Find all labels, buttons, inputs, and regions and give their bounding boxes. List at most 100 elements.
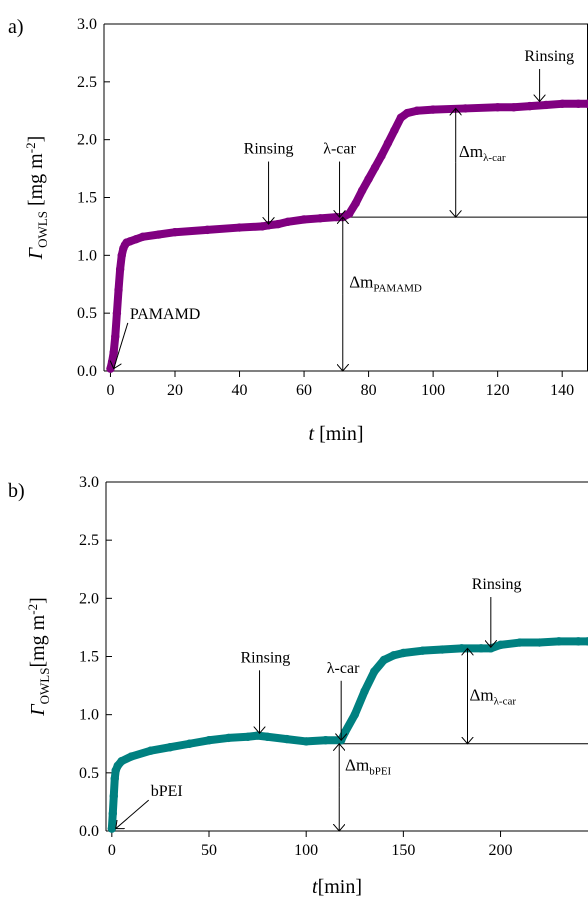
panel-b-xtick-label: 50 — [201, 842, 217, 859]
panel-b-data-point — [476, 644, 486, 653]
panel-a-data-point — [541, 100, 551, 110]
panel-a-data-point — [109, 348, 118, 357]
panel-a-data-point — [299, 215, 309, 224]
panel-a-xtick-label: 140 — [550, 382, 574, 399]
panel-a-ytick-label: 3.0 — [77, 16, 97, 33]
panel-b-data-point — [108, 809, 118, 818]
panel-a-annotation-label: λ-car — [323, 141, 356, 158]
panel-a-ytick-label: 1.5 — [77, 190, 97, 207]
panel-a-ytick-label: 2.5 — [77, 74, 97, 91]
panel-a-data-point — [115, 265, 125, 274]
panel-b-xtick-label: 0 — [108, 842, 116, 859]
panel-b-xtick-label: 150 — [391, 842, 415, 859]
panel-b-x-axis-label: t[min] — [312, 876, 362, 897]
panel-a-data-point — [583, 99, 588, 109]
panel-a-data-point — [138, 232, 147, 242]
panel-a-data-point — [315, 214, 325, 223]
panel-a-x-axis-label: t [min] — [309, 423, 364, 445]
panel-b-ytick-label: 3.0 — [79, 474, 99, 491]
panel-b-data-point — [185, 739, 194, 748]
panel-b-data-point — [360, 687, 369, 696]
panel-b-annotation-arrow — [116, 799, 150, 829]
panel-a-label: a) — [8, 16, 24, 38]
panel-a-data-point — [125, 237, 135, 246]
panel-b-delta-label: Δmλ-car — [469, 686, 516, 708]
panel-a-data-point — [461, 104, 470, 113]
panel-b-data-point — [253, 731, 262, 740]
panel-a-data-point — [203, 225, 212, 235]
panel-b-annotation-label: Rinsing — [472, 576, 522, 593]
panel-b-data-point — [535, 638, 544, 647]
panel-a-data-point — [509, 103, 518, 112]
panel-b-data-point — [389, 651, 398, 660]
panel-b-y-axis-label: ΓOWLS[mg m-2] — [25, 597, 52, 717]
panel-b-data-point — [224, 733, 233, 743]
panel-a-data-point — [235, 223, 244, 232]
panel-a-annotation-label: Rinsing — [244, 141, 294, 158]
panel-b-data-point — [554, 637, 564, 646]
panel-b-data-point — [574, 637, 583, 646]
panel-b-data-point — [301, 737, 311, 746]
panel-b-annotation-label: Rinsing — [240, 649, 290, 666]
panel-b-data-point — [146, 746, 155, 755]
panel-a-xtick-label: 80 — [361, 382, 377, 399]
panel-b-data-point — [496, 640, 505, 650]
panel-a-ytick-label: 2.0 — [77, 132, 97, 149]
panel-a-data-point — [377, 151, 386, 161]
panel-a-data-point — [370, 163, 380, 172]
panel-a-data-point — [170, 228, 180, 237]
panel-a-data-point — [106, 364, 115, 373]
panel-b-data-point — [340, 727, 350, 737]
panel-a-ytick-label: 0.5 — [77, 305, 97, 322]
panel-a-annotation-label: PAMAMD — [130, 306, 201, 323]
panel-b-data-point — [109, 791, 118, 801]
panel-a-y-axis-label: ΓOWLS [mg m-2] — [23, 136, 50, 261]
panel-b-ytick-label: 0.5 — [79, 765, 99, 782]
panel-a-data-point — [428, 105, 438, 114]
panel-a-chart: 0.0 0.5 1.0 1.5 2.0 2.5 3.0 0 20 40 60 80 100 120 140 P… — [8, 16, 588, 445]
panel-a-data-point — [412, 106, 422, 115]
panel-a-data-point — [345, 209, 354, 218]
panel-b-data-point — [263, 732, 272, 741]
panel-b-data-point — [457, 644, 466, 653]
panel-b-ytick-label: 2.5 — [79, 532, 99, 549]
panel-b-data-point — [418, 646, 427, 655]
panel-a-annotation-arrow — [114, 322, 129, 369]
panel-b-data-point — [117, 757, 126, 766]
panel-b-data-point — [370, 667, 379, 676]
panel-a-data-point — [557, 99, 567, 109]
panel-b-data-point — [399, 648, 408, 658]
panel-b-data-point — [204, 736, 214, 745]
panel-a-delta-label: ΔmPAMAMD — [349, 273, 422, 295]
panel-a-data-point — [493, 103, 502, 112]
panel-a-data-point — [117, 251, 126, 260]
panel-a-annotation-label: Rinsing — [524, 48, 574, 65]
panel-a-xtick-label: 100 — [421, 382, 445, 399]
panel-a-data-point — [351, 199, 360, 208]
panel-b-data-point — [165, 743, 175, 752]
panel-b-data-point — [515, 638, 525, 647]
panel-a-ytick-label: 0.0 — [77, 363, 97, 380]
panel-b-chart: 0.0 0.5 1.0 1.5 2.0 2.5 3.0 0 50 100 150 200 bPEI Rin… — [8, 474, 588, 897]
panel-a-data-point — [390, 126, 399, 135]
panel-b-data-point — [243, 732, 253, 741]
panel-b-data-point — [282, 734, 291, 744]
panel-a-xtick-label: 40 — [232, 382, 248, 399]
panel-b-ytick-label: 1.5 — [79, 649, 99, 666]
panel-a-xtick-label: 120 — [486, 382, 510, 399]
panel-a-data-point — [357, 186, 367, 195]
panel-b-data-point — [110, 774, 119, 783]
panel-b-data-point — [321, 736, 330, 745]
panel-b-data-point — [107, 824, 117, 833]
panel-b-xtick-label: 200 — [489, 842, 513, 859]
panel-b-data-point — [583, 637, 588, 646]
panel-a-data-point — [132, 234, 141, 244]
panel-a-xtick-label: 0 — [106, 382, 114, 399]
panel-b-delta-label: ΔmbPEI — [345, 756, 391, 778]
panel-a-data-point — [574, 99, 583, 109]
panel-b-ytick-label: 1.0 — [79, 707, 99, 724]
panel-a-data-point — [525, 101, 535, 111]
panel-a-data-point — [396, 113, 406, 122]
panel-a-data-point — [274, 219, 283, 229]
